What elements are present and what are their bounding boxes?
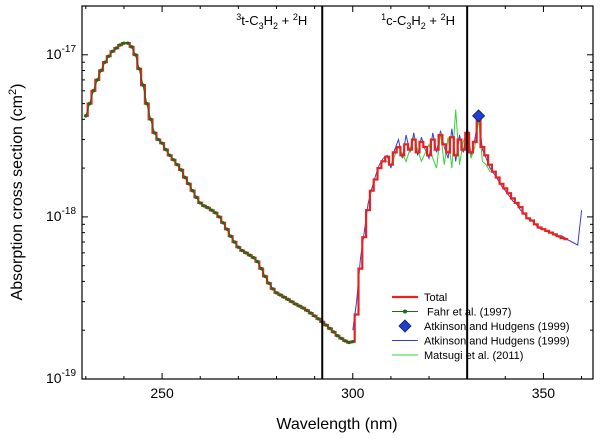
fahr-point [187,182,191,186]
fahr-point [232,240,237,244]
fahr-point [137,67,141,71]
plot-frame [81,5,594,380]
fahr-point [251,256,256,260]
fahr-point [286,297,290,302]
fahr-point [282,295,286,299]
legend-label: Atkinson and Hudgens (1999) [424,336,570,348]
fahr-point [244,251,248,255]
x-axis-label: Wavelength (nm) [276,416,397,433]
fahr-point [126,41,130,45]
fahr-point [267,281,271,285]
fahr-point [259,266,263,271]
fahr-point [347,340,351,345]
fahr-point [236,245,241,249]
fahr-point [255,259,260,264]
fahr-point [209,208,214,212]
vline-layer: 3t-C3H2 + 2H 1c-C3H2 + 2H [236,6,469,379]
fahr-point [106,54,111,58]
fahr-point [114,46,119,50]
fahr-point [335,333,340,338]
fahr-point [229,234,233,238]
fahr-point [168,153,172,157]
fahr-point [179,168,183,172]
fahr-point [99,68,103,73]
fahr-point [305,308,309,313]
fahr-point [129,45,134,49]
fahr-point [110,49,115,54]
fahr-point [301,306,305,310]
axis-layer: 250 300 350 10-19 10-18 10-17 [46,5,593,401]
legend-label: Fahr et al. (1997) [427,307,511,319]
fahr-point [95,78,99,82]
fahr-point [263,274,267,279]
fahr-point [156,137,160,142]
fahr-point [141,83,145,87]
fahr-point [278,293,282,297]
fahr-point [145,101,149,106]
fahr-point [213,211,218,215]
fahr-point [84,114,88,118]
legend-swatch-diamond [398,319,412,333]
x-tick-label: 250 [150,385,174,401]
fahr-point [190,189,195,193]
fahr-point [339,336,344,341]
fahr-point [133,53,138,57]
fahr-point [206,205,210,210]
x-tick-label: 350 [532,385,556,401]
fahr-point [202,204,206,208]
y-tick-label: 10-19 [46,368,76,386]
fahr-point [351,339,355,344]
series-total-line [83,42,569,344]
legend-label: Atkinson and Hudgens (1999) [424,321,570,333]
fahr-point [91,89,96,93]
atkinson-diamond-point [472,109,486,123]
fahr-point [293,302,298,306]
y-tick-label: 10-18 [46,206,76,224]
fahr-point [118,43,122,47]
legend: Total Fahr et al. (1997) Atkinson and Hudg… [392,292,570,362]
fahr-point [270,287,275,291]
legend-label: Total [424,292,447,304]
fahr-point [217,215,221,219]
y-axis-label: Absorption cross section (cm2) [7,84,26,301]
fahr-point [183,175,187,180]
fahr-point [122,41,126,45]
vline-label-1: 1c-C3H2 + 2H [381,12,455,31]
fahr-point [290,299,294,304]
fahr-point [324,323,328,327]
fahr-point [225,227,229,231]
fahr-point [160,141,164,145]
fahr-point [87,101,92,106]
fahr-point [331,330,336,334]
fahr-point [328,326,332,331]
fahr-point [152,131,157,135]
fahr-point [240,248,244,253]
fahr-point [248,253,252,257]
fahr-point [309,311,313,315]
x-tick-label: 300 [341,385,365,401]
fahr-point [316,317,321,321]
fahr-point [175,162,180,167]
series-layer [83,41,583,345]
fahr-point [194,195,199,200]
fahr-point [274,291,279,295]
legend-swatch-marker [403,309,407,314]
fahr-point [297,304,302,308]
fahr-point [103,60,107,64]
y-tick-label: 10-17 [46,44,76,62]
legend-label: Matsugi et al. (2011) [424,350,523,362]
fahr-point [171,158,176,162]
fahr-point [148,117,153,122]
fahr-point [343,339,347,343]
vline-label-0: 3t-C3H2 + 2H [236,12,307,31]
fahr-point [198,201,202,205]
fahr-point [312,314,317,318]
fahr-point [164,147,168,152]
fahr-point [221,221,225,225]
